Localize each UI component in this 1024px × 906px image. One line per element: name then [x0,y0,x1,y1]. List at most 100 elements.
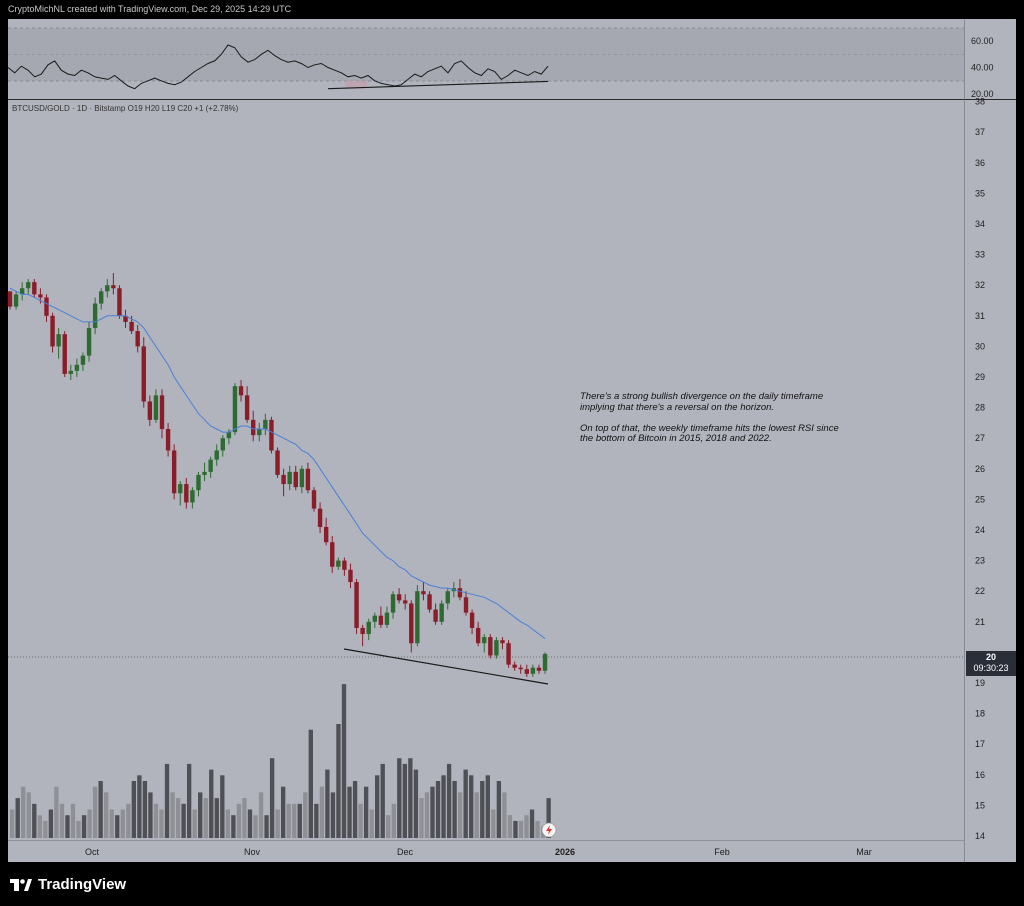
candle-body [257,429,262,436]
candle [13,291,19,310]
candle-body [445,591,450,604]
candle-body [488,637,493,656]
volume-bar [535,820,540,838]
candle-body [68,370,73,374]
candle-body [323,526,329,543]
rsi-band [8,28,964,81]
volume-bar [65,815,70,838]
volume-bar [192,809,197,838]
candle [409,600,414,653]
volume-bar [358,803,363,838]
candle [500,637,505,650]
volume-bar [441,775,446,838]
candle [141,337,146,408]
candle-body [165,429,171,451]
candle-body [92,303,98,329]
candle-body [482,637,487,644]
candle-body [336,560,341,567]
rsi-tick-label: 20.00 [971,89,994,99]
candle-body [184,484,189,503]
candle-body [50,315,55,347]
volume-bar [430,786,435,838]
volume-bar [43,820,48,838]
candle [86,321,92,362]
candle [354,578,359,635]
volume-bar [529,809,535,838]
price-tick-label: 15 [975,800,985,810]
candle [7,291,13,310]
price-tick-label: 25 [975,494,985,504]
candle [323,517,329,546]
volume-bar [269,758,275,838]
candle [44,294,49,322]
volume-bar [214,798,219,838]
candle-body [330,542,335,567]
volume-bar [10,809,15,838]
candle-body [117,288,122,316]
footer-logo[interactable]: TradingView [10,876,126,893]
candle [244,386,250,423]
candle [74,358,80,377]
candle-body [305,468,311,491]
annotation-line: the bottom of Bitcoin in 2015, 2018 and … [580,433,772,444]
volume-bar [26,792,31,838]
candle-body [159,395,165,430]
price-tick-label: 24 [975,525,985,535]
candle [50,312,55,353]
candle-body [19,288,25,295]
time-tick-label: 2026 [555,847,575,857]
candle [251,410,256,442]
price-tick-label: 32 [975,280,985,290]
candle-body [7,291,13,307]
bolt-glyph [546,825,552,835]
symbol-line: BTCUSD/GOLD · 1D · Bitstamp O19 H20 L19 … [12,104,239,113]
volume-bar [513,820,518,838]
volume-bar [258,792,264,838]
price-tick-label: 22 [975,586,985,596]
candle [336,557,341,570]
candle-body [439,603,444,622]
volume-bar [435,781,441,838]
volume-bar [524,815,529,838]
candle [92,297,98,335]
candle-body [269,419,274,451]
volume-bar [319,786,325,838]
candle-body [293,471,298,488]
candle-body [281,474,286,485]
candle-body [427,594,432,610]
price-axis: 14 15 16 17 18 19 21 22 23 24 25 26 27 28 29 30 31 32 33 34… [975,97,985,841]
candle-body [348,569,353,583]
candle [439,600,444,625]
candle [475,621,481,647]
candle-body [506,643,511,665]
volume-bar [120,809,125,838]
volume-bar [474,792,479,838]
candle [482,634,487,653]
volume-bar [463,769,468,838]
volume-pane [10,684,551,838]
candle [372,612,377,628]
volume-bar [546,798,551,838]
candle [238,380,244,402]
candle-body [99,291,104,304]
candle-body [190,490,195,503]
candle [269,416,274,454]
candle-body [354,582,359,628]
candle [62,331,67,377]
volume-bar [164,763,170,838]
candle-body [13,294,19,307]
volume-bar [413,769,419,838]
price-tick-label: 37 [975,127,985,137]
volume-bar [203,798,208,838]
candle [305,462,311,494]
volume-bar [253,815,258,838]
candle-body [530,667,536,674]
volume-bar [363,786,369,838]
annotation-line: On top of that, the weekly timeframe hit… [580,423,839,434]
volume-bar [424,792,430,838]
volume-bar [452,781,457,838]
volume-bar [236,803,242,838]
price-tick-label: 33 [975,250,985,260]
candle [317,502,323,534]
candle [378,606,384,628]
